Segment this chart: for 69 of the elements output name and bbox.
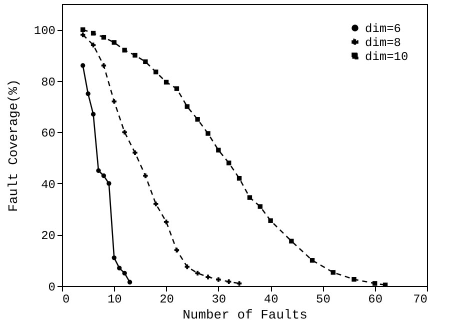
- x-tick-label: 60: [368, 292, 383, 306]
- point: [174, 248, 180, 252]
- point: [236, 281, 242, 286]
- point: [330, 270, 336, 275]
- point: [122, 48, 127, 52]
- point: [132, 150, 138, 156]
- point: [143, 173, 148, 178]
- point: [96, 168, 101, 173]
- point: [195, 117, 200, 122]
- point: [143, 59, 148, 64]
- point: [80, 32, 86, 38]
- point: [310, 258, 315, 263]
- y-tick-label: 80: [41, 75, 56, 90]
- x-tick-label: 70: [413, 292, 428, 306]
- point: [268, 218, 273, 223]
- point: [106, 181, 112, 186]
- legend-label: dim=6: [365, 22, 402, 36]
- point: [258, 204, 262, 209]
- point: [101, 173, 106, 178]
- point: [112, 255, 116, 260]
- point: [101, 34, 106, 40]
- point: [184, 264, 190, 270]
- point: [216, 277, 221, 282]
- point: [164, 80, 169, 85]
- point: [216, 148, 221, 152]
- point: [122, 270, 127, 276]
- x-axis-title: Number of Faults: [182, 308, 308, 322]
- point: [112, 99, 116, 104]
- point: [154, 70, 158, 74]
- x-tick-label: 10: [107, 292, 122, 306]
- point: [132, 52, 138, 58]
- point: [80, 27, 86, 32]
- point: [86, 91, 90, 96]
- point: [90, 42, 96, 48]
- point: [117, 266, 122, 270]
- y-tick-label: 20: [41, 229, 56, 244]
- point: [226, 160, 232, 166]
- y-tick-label: 100: [34, 24, 56, 38]
- point: [122, 130, 127, 135]
- point: [195, 270, 200, 276]
- y-axis-title: Fault Coverage(%): [6, 79, 21, 212]
- point: [184, 104, 190, 109]
- point: [236, 176, 242, 181]
- point: [90, 30, 96, 36]
- y-tick-label: 0: [48, 280, 56, 294]
- point: [80, 63, 86, 68]
- x-tick-label: 0: [62, 292, 70, 306]
- point: [127, 280, 132, 284]
- point: [101, 63, 106, 68]
- point: [372, 281, 378, 286]
- point: [154, 202, 158, 206]
- point: [90, 112, 96, 117]
- y-tick-label: 40: [41, 178, 56, 192]
- point: [112, 40, 116, 45]
- point: [164, 220, 169, 224]
- x-tick-label: 30: [212, 292, 226, 306]
- x-tick-label: 50: [316, 292, 330, 306]
- point: [174, 86, 180, 91]
- point: [206, 131, 210, 136]
- point: [289, 238, 294, 244]
- y-tick-label: 60: [41, 126, 56, 141]
- point: [352, 276, 356, 282]
- point: [247, 195, 252, 200]
- point: [226, 279, 232, 284]
- point: [206, 274, 210, 280]
- legend-label: dim=10: [365, 50, 408, 64]
- x-tick-label: 20: [160, 292, 174, 306]
- legend-label: dim=8: [365, 36, 402, 50]
- x-tick-label: 40: [264, 292, 278, 306]
